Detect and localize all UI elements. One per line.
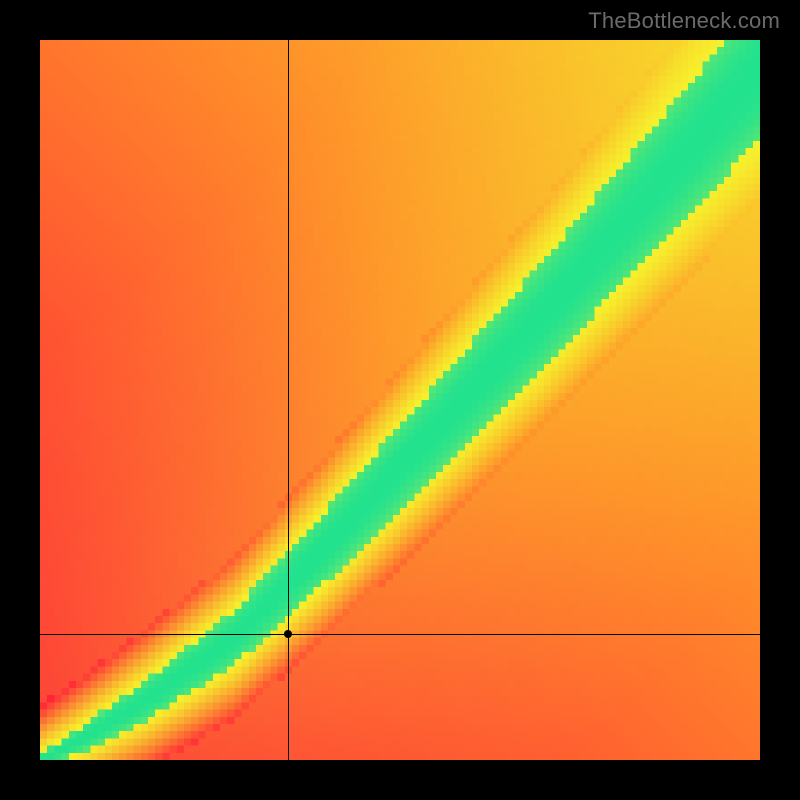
crosshair-horizontal: [40, 634, 760, 635]
watermark-text: TheBottleneck.com: [588, 8, 780, 34]
crosshair-vertical: [288, 40, 289, 760]
heatmap-plot: [40, 40, 760, 760]
marker-dot: [284, 630, 292, 638]
heatmap-canvas: [40, 40, 760, 760]
chart-container: TheBottleneck.com: [0, 0, 800, 800]
